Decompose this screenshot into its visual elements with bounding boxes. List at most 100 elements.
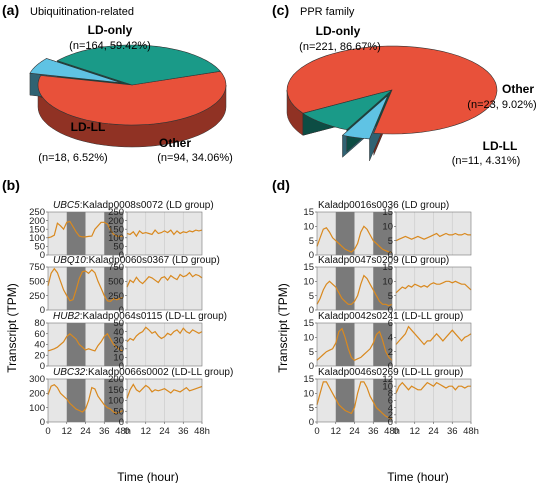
- ll-subplot-ytick-label: 50: [113, 242, 124, 253]
- gene-id: Kaladp0042s0241 (LD-LL group): [318, 311, 463, 322]
- ld-subplot-ytick-label: 5: [309, 291, 314, 302]
- ld-subplot-ytick-label: 250: [29, 207, 45, 218]
- ll-subplot-ytick-label: 150: [108, 224, 124, 235]
- ld-subplot-ytick-label: 10: [303, 389, 314, 400]
- ll-subplot-ytick-label: 10: [382, 222, 393, 233]
- xtick-label: 48h: [384, 426, 400, 437]
- ld-subplot-frame: [316, 211, 393, 256]
- panel-d-row-4: Kaladp0046s0269 (LD-LL group)05101502468…: [303, 367, 479, 437]
- ld-subplot-ytick-label: 0: [40, 361, 45, 372]
- pie-c-other-count: (n=23, 9.02%): [467, 99, 536, 111]
- gene-name-italic: UBC5: [53, 200, 80, 211]
- xtick-label: 36: [99, 426, 110, 437]
- ld-subplot-frame: [47, 266, 124, 311]
- ld-subplot: 0 5 10 15: [303, 374, 393, 428]
- ll-subplot-frame: [126, 322, 203, 367]
- ld-subplot-ytick-label: 0: [309, 417, 314, 428]
- ll-subplot-ytick-label: 250: [108, 207, 124, 218]
- xtick-label: 0: [45, 426, 50, 437]
- ld-subplot-series-line: [47, 220, 124, 239]
- ll-subplot-ytick-label: 15: [382, 262, 393, 273]
- ll-subplot-ytick-label: 12: [382, 374, 393, 385]
- ld-subplot-series-line: [316, 225, 392, 253]
- pie-a-ldll-label: LD-LL: [71, 120, 106, 134]
- ll-subplot-series-line: [395, 381, 471, 394]
- pie-a-other-count: (n=94, 34.06%): [157, 152, 233, 164]
- ld-subplot-ytick-label: 100: [29, 403, 45, 414]
- panel-label-c: (c): [272, 2, 289, 18]
- ld-subplot-ytick-label: 15: [303, 207, 314, 218]
- pie-chart-c: [286, 45, 498, 162]
- xtick-label: 36: [447, 426, 458, 437]
- ld-subplot-ytick-label: 5: [309, 236, 314, 247]
- ll-subplot-series-line: [126, 326, 203, 343]
- ll-subplot: 0 5 10 15: [382, 262, 472, 316]
- panel-d-row-1: Kaladp0016s0036 (LD group) 0 5 10 15 0 5 10 15: [303, 200, 472, 261]
- xtick-label: 24: [159, 426, 170, 437]
- pie-a-ldonly-count: (n=164, 59.42%): [69, 40, 151, 52]
- gene-title: Kaladp0016s0036 (LD group): [318, 200, 449, 211]
- ld-subplot: 0 250 500 750: [29, 262, 124, 316]
- ll-subplot-series-line: [395, 325, 472, 346]
- ld-subplot-ytick-label: 200: [29, 216, 45, 227]
- ll-subplot-ytick-label: 4: [388, 333, 393, 344]
- gene-id: :Kaladp0066s0002 (LD-LL group): [85, 367, 233, 378]
- ll-subplot-ytick-label: 2: [388, 347, 393, 358]
- xtick-label: 0: [314, 426, 319, 437]
- ld-subplot-ytick-label: 20: [34, 350, 45, 361]
- ll-subplot-ytick-label: 250: [108, 291, 124, 302]
- ll-subplot-ytick-label: 200: [108, 374, 124, 385]
- ll-subplot-ytick-label: 500: [108, 277, 124, 288]
- panel-label-a: (a): [2, 2, 19, 18]
- ld-subplot-series-line: [47, 383, 124, 415]
- ll-subplot-ytick-label: 30: [113, 335, 124, 346]
- ll-subplot-frame: [395, 266, 472, 311]
- ld-subplot-ytick-label: 200: [29, 389, 45, 400]
- ld-subplot-ytick-label: 50: [34, 242, 45, 253]
- ll-subplot: 0 2 4 6: [388, 318, 472, 372]
- ll-subplot-series-line: [126, 229, 203, 238]
- pie-a-other-label: Other: [159, 136, 191, 150]
- xtick-label: 12: [61, 426, 72, 437]
- xlabel-b: Time (hour): [117, 470, 179, 483]
- ld-subplot-series-line: [316, 327, 393, 362]
- ll-subplot-ytick-label: 750: [108, 262, 124, 273]
- xtick-label: 12: [140, 426, 151, 437]
- ll-subplot-ytick-label: 200: [108, 216, 124, 227]
- ll-subplot-ytick-label: 6: [388, 396, 393, 407]
- gene-id: Kaladp0046s0269 (LD-LL group): [318, 367, 463, 378]
- xtick-label: 12: [330, 426, 341, 437]
- pie-c-ldonly-count: (n=221, 86.67%): [299, 41, 381, 53]
- ld-subplot-ytick-label: 15: [303, 262, 314, 273]
- ld-subplot-series-line: [316, 274, 393, 307]
- ld-subplot-dark-band-0: [66, 379, 86, 422]
- ll-subplot-ytick-label: 5: [388, 236, 393, 247]
- gene-title: UBC5:Kaladp0008s0072 (LD group): [53, 200, 214, 211]
- ld-subplot: 0 5 10 15: [303, 318, 393, 372]
- ll-subplot-ytick-label: 10: [113, 353, 124, 364]
- ld-subplot-ytick-label: 15: [303, 318, 314, 329]
- ld-subplot-dark-band-1: [373, 323, 392, 366]
- ld-subplot: 0 5 10 15: [303, 207, 393, 261]
- ld-subplot-ytick-label: 10: [303, 277, 314, 288]
- ld-subplot-dark-band-1: [104, 379, 123, 422]
- ll-subplot-ytick-label: 50: [113, 406, 124, 417]
- ll-subplot-series-line: [395, 280, 472, 294]
- ld-subplot-ytick-label: 0: [40, 305, 45, 316]
- pie-top-other: [56, 44, 221, 86]
- ld-subplot-series-line: [47, 267, 124, 303]
- line-chart-panels: UBC5:Kaladp0008s0072 (LD group)050100150…: [29, 200, 479, 437]
- xtick-label: 0: [393, 426, 398, 437]
- panel-b-row-3: HUB2:Kaladp0064s0115 (LD-LL group)020406…: [34, 311, 227, 372]
- ll-subplot-ytick-label: 20: [113, 344, 124, 355]
- pie-a-ldonly-label: LD-only: [88, 23, 133, 37]
- xlabel-d: Time (hour): [387, 470, 449, 483]
- ld-subplot-ytick-label: 15: [303, 374, 314, 385]
- ld-subplot-ytick-label: 10: [303, 222, 314, 233]
- ld-subplot-ytick-label: 10: [303, 333, 314, 344]
- gene-id: :Kaladp0060s0367 (LD group): [86, 255, 220, 266]
- ld-subplot-ytick-label: 80: [34, 318, 45, 329]
